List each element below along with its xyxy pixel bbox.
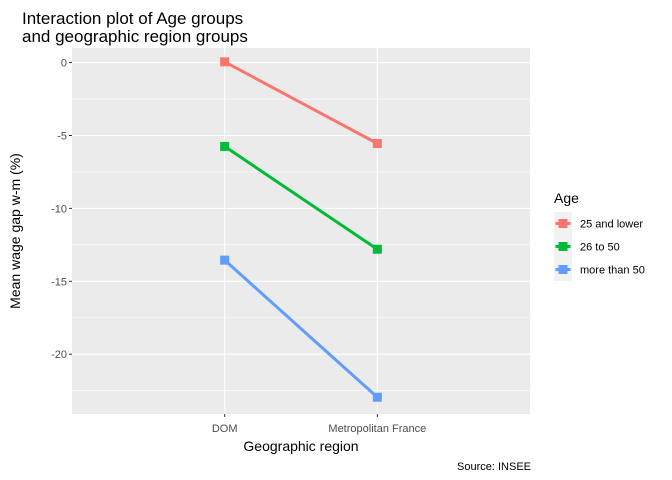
series-layer [220, 57, 382, 402]
legend-label: 25 and lower [580, 219, 643, 231]
data-point [220, 57, 230, 67]
legend-label: 26 to 50 [580, 242, 620, 254]
grid-minor [72, 98, 530, 391]
data-point [220, 141, 230, 151]
data-point [220, 255, 230, 265]
x-tick-label: DOM [212, 423, 238, 435]
y-tick-label: -15 [51, 276, 67, 288]
source-caption: Source: INSEE [457, 461, 531, 473]
grid-major [72, 48, 530, 414]
series-line [223, 259, 379, 399]
x-tick-label: Metropolitan France [328, 423, 426, 435]
legend-label: more than 50 [580, 265, 645, 277]
x-axis: DOM Metropolitan France [212, 414, 426, 435]
y-tick-label: -10 [51, 203, 67, 215]
y-axis-title: Mean wage gap w-m (%) [7, 153, 23, 309]
data-point [372, 139, 382, 149]
legend-key-marker [558, 242, 568, 251]
series-line [223, 60, 379, 145]
legend: Age 25 and lower 26 to 50 more than 50 [554, 190, 645, 281]
chart-title-line-1: Interaction plot of Age groups [22, 9, 243, 28]
y-axis: 0 -5 -10 -15 -20 [51, 58, 72, 361]
chart-title-line-2: and geographic region groups [22, 27, 248, 46]
legend-title: Age [554, 190, 579, 206]
series-line [223, 145, 379, 251]
legend-key-marker [558, 265, 568, 274]
plot-panel [72, 48, 530, 414]
x-axis-title: Geographic region [243, 438, 358, 454]
y-tick-label: -20 [51, 349, 67, 361]
y-tick-label: 0 [61, 58, 67, 70]
y-tick-label: -5 [57, 130, 67, 142]
legend-key-marker [558, 219, 568, 228]
data-point [372, 392, 382, 402]
data-point [372, 244, 382, 254]
